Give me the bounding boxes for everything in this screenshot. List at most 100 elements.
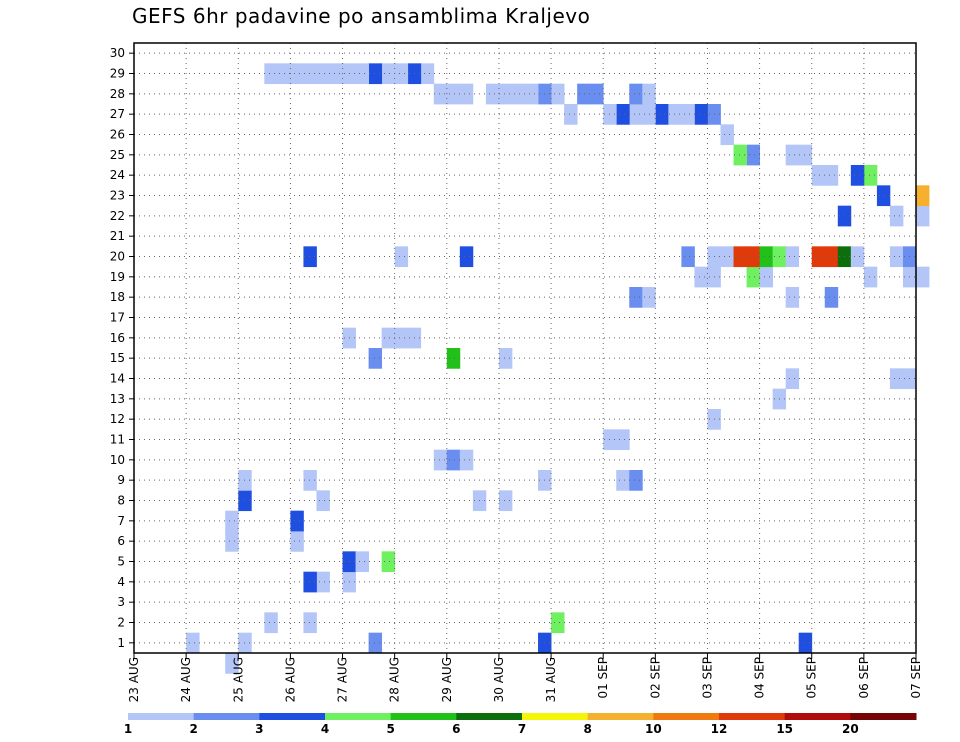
colorbar-label: 4 bbox=[321, 722, 329, 736]
x-tick-label: 05 SEP bbox=[805, 657, 819, 699]
heatmap-cell bbox=[394, 246, 409, 268]
heatmap-cell bbox=[785, 246, 800, 268]
colorbar-swatch bbox=[587, 713, 654, 720]
y-tick-label: 26 bbox=[110, 128, 125, 142]
heatmap-cell bbox=[785, 144, 800, 166]
heatmap-cell bbox=[759, 246, 774, 268]
heatmap-cell bbox=[498, 490, 513, 512]
heatmap-cell bbox=[498, 83, 513, 105]
y-tick-label: 12 bbox=[110, 412, 125, 426]
heatmap-cell bbox=[303, 571, 317, 593]
heatmap-cell bbox=[720, 124, 734, 146]
heatmap-cell bbox=[459, 83, 474, 105]
heatmap-cell bbox=[551, 83, 565, 105]
y-tick-label: 1 bbox=[117, 636, 125, 650]
heatmap-cell bbox=[381, 551, 396, 573]
colorbar-swatch bbox=[193, 713, 260, 720]
heatmap-cell bbox=[381, 327, 396, 349]
heatmap-cell bbox=[811, 165, 826, 186]
heatmap-cell bbox=[863, 266, 878, 288]
y-tick-label: 29 bbox=[110, 67, 125, 81]
heatmap-cell bbox=[863, 165, 878, 186]
colorbar-label: 8 bbox=[583, 722, 591, 736]
heatmap-cell bbox=[746, 144, 760, 166]
colorbar-swatch bbox=[653, 713, 720, 720]
colorbar-swatch bbox=[390, 713, 457, 720]
heatmap-cell bbox=[824, 246, 839, 268]
y-tick-label: 13 bbox=[110, 392, 125, 406]
x-tick-label: 30 AUG bbox=[492, 657, 506, 702]
x-tick-label: 29 AUG bbox=[440, 657, 454, 702]
colorbar-label: 2 bbox=[189, 722, 197, 736]
heatmap-cell bbox=[811, 246, 826, 268]
y-tick-label: 17 bbox=[110, 311, 125, 325]
x-tick-label: 25 AUG bbox=[231, 657, 245, 702]
colorbar-swatch bbox=[128, 713, 195, 720]
plot-frame bbox=[133, 42, 917, 654]
x-tick-label: 28 AUG bbox=[388, 657, 402, 702]
colorbar-label: 5 bbox=[386, 722, 394, 736]
colorbar-swatch bbox=[850, 713, 917, 720]
x-tick-label: 02 SEP bbox=[648, 657, 662, 699]
heatmap-cell bbox=[381, 63, 396, 85]
heatmap-cell bbox=[564, 104, 578, 125]
colorbar-label: 20 bbox=[842, 722, 859, 736]
colorbar-label: 15 bbox=[776, 722, 793, 736]
heatmap-cell bbox=[551, 612, 565, 634]
heatmap-cell bbox=[746, 246, 760, 268]
heatmap-cell bbox=[446, 83, 461, 105]
heatmap-cell bbox=[290, 510, 304, 532]
colorbar-label: 6 bbox=[452, 722, 460, 736]
heatmap-cell bbox=[446, 348, 461, 369]
heatmap-cell bbox=[785, 287, 800, 308]
heatmap-cell bbox=[225, 531, 239, 552]
heatmap-cell bbox=[681, 246, 695, 268]
heatmap-cell bbox=[498, 348, 513, 369]
y-tick-label: 8 bbox=[117, 494, 125, 508]
heatmap-cell bbox=[616, 429, 630, 451]
heatmap-cell bbox=[433, 449, 448, 471]
y-tick-label: 24 bbox=[110, 168, 125, 182]
heatmap-cell bbox=[186, 632, 200, 654]
colorbar-label: 3 bbox=[255, 722, 263, 736]
x-tick-label: 26 AUG bbox=[283, 657, 297, 702]
heatmap-cell bbox=[629, 83, 643, 105]
heatmap-cell bbox=[876, 185, 891, 207]
heatmap-cell bbox=[694, 266, 708, 288]
heatmap-cell bbox=[525, 83, 539, 105]
heatmap-cell bbox=[446, 449, 461, 471]
chart-title: GEFS 6hr padavine po ansamblima Kraljevo bbox=[132, 4, 591, 28]
y-tick-label: 5 bbox=[117, 555, 125, 569]
heatmap-cell bbox=[303, 63, 317, 85]
x-tick-label: 04 SEP bbox=[753, 657, 767, 699]
heatmap-cell bbox=[850, 165, 865, 186]
y-tick-label: 20 bbox=[110, 250, 125, 264]
heatmap-cell bbox=[733, 246, 747, 268]
heatmap-cell bbox=[316, 571, 330, 593]
heatmap-cell bbox=[303, 246, 317, 268]
heatmap-cell bbox=[433, 83, 448, 105]
heatmap-cell bbox=[303, 470, 317, 491]
heatmap-cell bbox=[629, 470, 643, 491]
colorbar-swatch bbox=[456, 713, 523, 720]
heatmap-cell bbox=[668, 104, 682, 125]
heatmap-cell bbox=[394, 63, 409, 85]
heatmap-cell bbox=[368, 348, 383, 369]
heatmap-cell bbox=[459, 449, 474, 471]
colorbar-label: 10 bbox=[645, 722, 662, 736]
heatmap-cell bbox=[616, 470, 630, 491]
x-tick-label: 23 AUG bbox=[127, 657, 141, 702]
x-tick-label: 24 AUG bbox=[179, 657, 193, 702]
y-tick-label: 7 bbox=[117, 514, 125, 528]
heatmap-cell bbox=[629, 104, 643, 125]
heatmap-cell bbox=[681, 104, 695, 125]
y-tick-label: 2 bbox=[117, 616, 125, 630]
x-tick-label: 31 AUG bbox=[544, 657, 558, 702]
heatmap-cell bbox=[303, 612, 317, 634]
heatmap-cell bbox=[733, 144, 747, 166]
heatmap-cell bbox=[577, 83, 591, 105]
y-tick-label: 25 bbox=[110, 148, 125, 162]
heatmap-cell bbox=[368, 63, 383, 85]
heatmap-cell bbox=[759, 266, 774, 288]
